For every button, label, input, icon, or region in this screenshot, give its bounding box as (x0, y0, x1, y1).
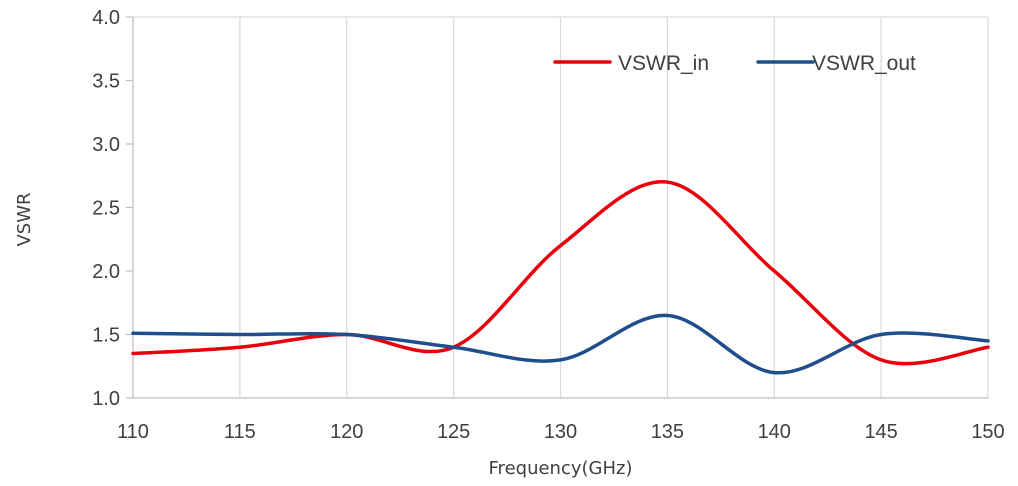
series-lines (131, 180, 990, 375)
series-line-vswr-in (131, 180, 990, 366)
y-tick-label: 1.5 (92, 325, 120, 347)
y-tick-label: 3.0 (92, 134, 120, 156)
tick-labels: 110 115 120 125 130 135 140 145 150 1.0 1.5 2.0 2.5 3… (92, 7, 1005, 443)
legend-label: VSWR_in (618, 52, 709, 75)
series-line-vswr-out (131, 313, 990, 375)
x-tick-label: 140 (758, 421, 791, 443)
y-tick-label: 4.0 (92, 7, 120, 29)
y-axis-title: VSWR (14, 192, 35, 246)
x-tick-label: 125 (437, 421, 470, 443)
legend-label: VSWR_out (812, 52, 916, 75)
x-tick-label: 130 (544, 421, 577, 443)
x-tick-label: 110 (117, 421, 149, 443)
y-tick-label: 3.5 (92, 71, 120, 93)
x-tick-label: 120 (330, 421, 363, 443)
y-tick-label: 2.0 (92, 261, 120, 283)
y-tick-label: 2.5 (92, 198, 120, 220)
x-tick-label: 135 (651, 421, 684, 443)
legend: VSWR_in VSWR_out (553, 52, 916, 75)
y-tick-label: 1.0 (92, 388, 120, 410)
x-tick-label: 150 (971, 421, 1004, 443)
x-tick-label: 115 (224, 421, 256, 443)
x-axis-title: Frequency(GHz) (489, 458, 633, 479)
grid-lines (132, 16, 989, 398)
x-tick-label: 145 (864, 421, 897, 443)
